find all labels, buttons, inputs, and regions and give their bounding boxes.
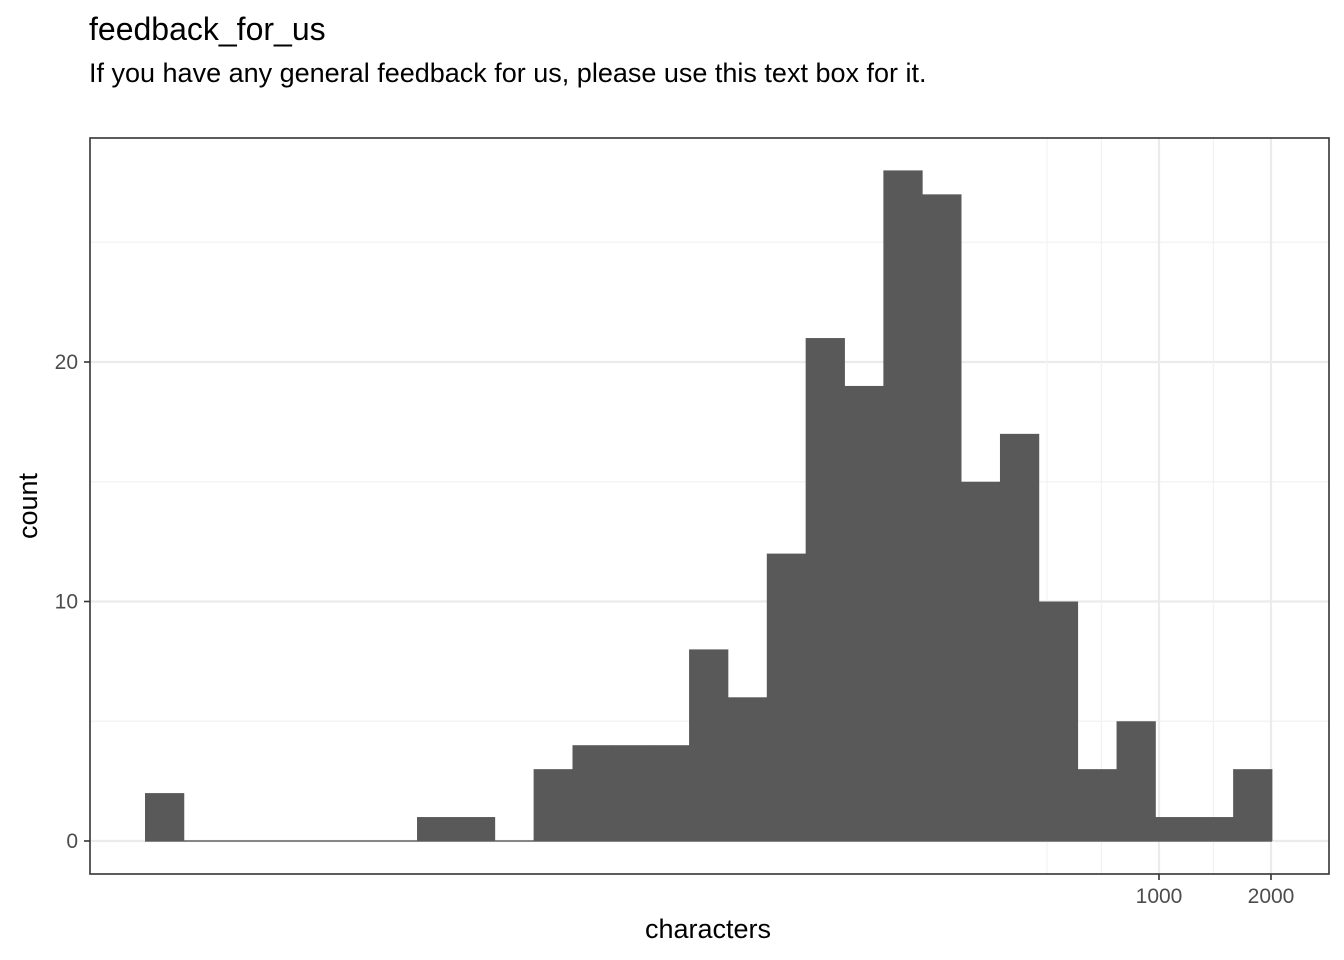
histogram-bar [455,817,496,841]
histogram-bar [961,481,1001,841]
x-axis-title: characters [645,914,771,944]
histogram-bar [883,170,923,841]
histogram-bar [1077,769,1117,841]
histogram-bar [999,433,1040,841]
histogram-bar [533,769,573,841]
histogram-bar [1194,817,1234,841]
histogram-bar [689,649,729,841]
histogram-bar [1116,721,1156,841]
histogram-bar [650,745,690,841]
x-tick-label: 2000 [1248,885,1295,908]
histogram-bar [922,194,962,842]
chart-subtitle: If you have any general feedback for us,… [89,58,927,88]
x-tick-label: 1000 [1136,885,1183,908]
histogram-bar [727,697,768,841]
panel-border [89,137,1330,875]
histogram-bar [1233,769,1273,841]
histogram-bar [805,338,845,841]
histogram-bar [417,817,457,841]
histogram-bar [1155,817,1195,841]
y-tick-label: 0 [66,830,78,853]
histogram-bar [145,793,185,841]
histogram-bar [766,553,807,841]
histogram-bars [145,170,1273,842]
axis-ticks: 0 10 20 1000 2000 [55,351,1295,908]
histogram-bar [844,385,884,841]
y-tick-label: 20 [55,351,78,374]
histogram-bar [611,745,651,841]
chart-title: feedback_for_us [89,11,326,47]
y-tick-label: 10 [55,591,78,614]
histogram-bar [572,745,612,841]
histogram-bar [1038,601,1079,841]
y-axis-title: count [13,472,43,539]
